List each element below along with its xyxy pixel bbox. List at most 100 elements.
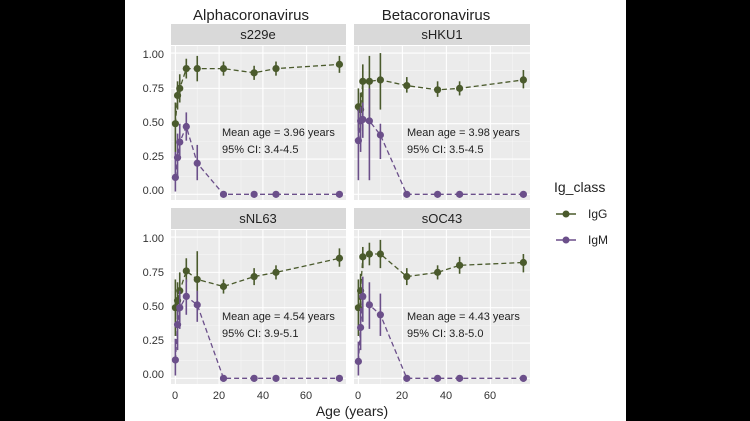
panel-s229e: s229e Mean age = 3.96 years 95% CI: 3.4-… xyxy=(171,24,346,200)
panel-plot-area xyxy=(354,46,530,200)
legend-label-igg: IgG xyxy=(588,207,607,221)
annotation-mean-age: Mean age = 4.54 years xyxy=(222,311,335,323)
data-point-igm xyxy=(519,190,528,198)
annotation-ci: 95% CI: 3.5-4.5 xyxy=(407,144,483,156)
panel-shku1: sHKU1 Mean age = 3.98 years 95% CI: 3.5-… xyxy=(354,24,530,200)
panel-marks xyxy=(171,230,346,384)
data-point-igg xyxy=(359,77,367,85)
data-point-igm xyxy=(250,374,258,382)
legend-key-igm-point xyxy=(562,236,570,244)
data-point-igg xyxy=(403,81,411,90)
legend-key-igg-point xyxy=(562,210,570,218)
data-point-igm xyxy=(335,190,344,198)
data-point-igm xyxy=(376,131,384,139)
data-point-igm xyxy=(193,301,201,309)
data-point-igg xyxy=(193,65,201,73)
panel-strip xyxy=(354,24,530,45)
panel-marks xyxy=(171,46,346,200)
data-point-igg xyxy=(376,76,384,84)
data-point-igg xyxy=(365,250,373,258)
legend-title: Ig_class xyxy=(554,179,605,195)
data-point-igm xyxy=(335,374,344,382)
data-point-igg xyxy=(434,86,442,94)
data-point-igg xyxy=(219,65,228,73)
data-point-igg xyxy=(456,84,464,92)
annotation-ci: 95% CI: 3.4-4.5 xyxy=(222,144,298,156)
x-axis-title: Age (years) xyxy=(316,403,388,419)
x-tick-label: 20 xyxy=(213,390,225,402)
panel-plot-area xyxy=(171,230,346,384)
panel-title: sHKU1 xyxy=(421,27,462,42)
data-point-igm xyxy=(434,374,442,382)
panel-title: sOC43 xyxy=(422,211,462,226)
data-point-igg xyxy=(182,267,190,275)
x-tick-label: 20 xyxy=(396,390,408,402)
data-point-igm xyxy=(376,311,384,319)
data-point-igg xyxy=(176,84,184,92)
data-point-igm xyxy=(272,374,280,382)
data-point-igg xyxy=(359,253,367,261)
data-point-igg xyxy=(182,65,190,73)
data-point-igg xyxy=(519,258,528,267)
data-point-igm xyxy=(176,138,184,146)
data-point-igm xyxy=(403,374,411,382)
panel-strip xyxy=(171,208,346,229)
y-tick-label: 0.75 xyxy=(143,267,164,279)
annotation-ci: 95% CI: 3.8-5.0 xyxy=(407,328,483,340)
data-point-igg xyxy=(193,275,201,284)
x-tick-label: 60 xyxy=(300,390,312,402)
panel-strip xyxy=(171,24,346,45)
annotation-ci: 95% CI: 3.9-5.1 xyxy=(222,328,298,340)
data-point-igg xyxy=(219,282,228,291)
y-tick-label: 0.00 xyxy=(143,185,164,197)
data-point-igg xyxy=(403,273,411,281)
data-point-igg xyxy=(519,76,528,84)
y-ticks-bottom: 1.00 0.75 0.50 0.25 0.00 xyxy=(143,233,164,381)
panel-title: sNL63 xyxy=(239,211,277,226)
data-point-igg xyxy=(376,250,384,258)
data-point-igg xyxy=(434,268,442,276)
y-tick-label: 1.00 xyxy=(143,49,164,61)
panel-soc43: sOC43 Mean age = 4.43 years 95% CI: 3.8-… xyxy=(354,208,530,384)
panel-snl63: sNL63 Mean age = 4.54 years 95% CI: 3.9-… xyxy=(171,208,346,384)
data-point-igg xyxy=(250,273,258,281)
x-tick-label: 0 xyxy=(355,390,361,402)
x-tick-label: 0 xyxy=(172,390,178,402)
data-point-igg xyxy=(272,268,280,276)
data-point-igm xyxy=(171,356,179,364)
data-point-igm xyxy=(176,304,184,312)
data-point-igm xyxy=(403,190,411,198)
data-point-igm xyxy=(182,292,190,301)
y-tick-label: 0.50 xyxy=(143,301,164,313)
data-point-igg xyxy=(250,69,258,77)
y-tick-label: 0.50 xyxy=(143,117,164,129)
data-point-igm xyxy=(219,190,228,198)
data-point-igg xyxy=(335,60,344,68)
y-tick-label: 0.75 xyxy=(143,83,164,95)
x-ticks-right: 0 20 40 60 xyxy=(355,390,496,402)
data-point-igg xyxy=(272,65,280,73)
panel-strip xyxy=(354,208,530,229)
data-point-igm xyxy=(354,357,362,365)
data-point-igm xyxy=(182,122,190,131)
x-ticks-left: 0 20 40 60 xyxy=(172,390,312,402)
data-point-igm xyxy=(359,292,367,301)
data-point-igm xyxy=(250,190,258,198)
column-title-left: Alphacoronavirus xyxy=(193,7,309,24)
data-point-igg xyxy=(171,120,179,128)
panel-marks xyxy=(354,230,530,384)
y-tick-label: 1.00 xyxy=(143,233,164,245)
data-point-igm xyxy=(357,323,365,332)
x-tick-label: 40 xyxy=(440,390,452,402)
x-tick-label: 60 xyxy=(484,390,496,402)
x-tick-label: 40 xyxy=(257,390,269,402)
data-point-igm xyxy=(434,190,442,198)
y-tick-label: 0.25 xyxy=(143,151,164,163)
data-point-igm xyxy=(193,159,201,167)
y-tick-label: 0.00 xyxy=(143,369,164,381)
data-point-igg xyxy=(365,77,373,85)
data-point-igm xyxy=(272,190,280,198)
column-title-right: Betacoronavirus xyxy=(382,7,490,24)
y-tick-label: 0.25 xyxy=(143,335,164,347)
